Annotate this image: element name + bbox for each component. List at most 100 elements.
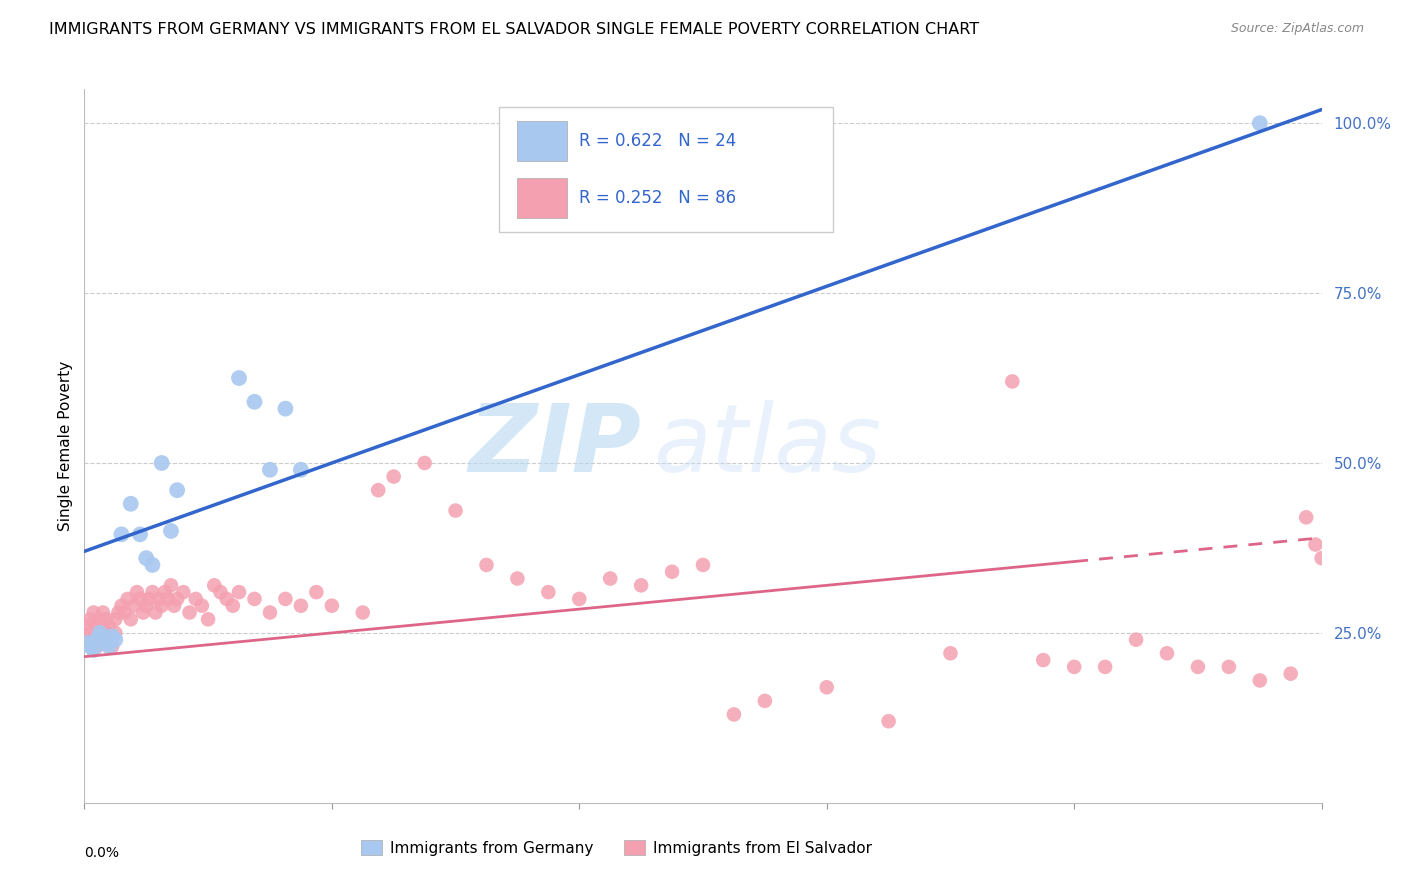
- Point: [413, 456, 436, 470]
- Point: [117, 591, 139, 606]
- Text: IMMIGRANTS FROM GERMANY VS IMMIGRANTS FROM EL SALVADOR SINGLE FEMALE POVERTY COR: IMMIGRANTS FROM GERMANY VS IMMIGRANTS FR…: [49, 22, 980, 37]
- Y-axis label: Single Female Poverty: Single Female Poverty: [58, 361, 73, 531]
- Point: [104, 612, 127, 626]
- Point: [141, 585, 163, 599]
- Point: [153, 585, 176, 599]
- Point: [215, 591, 238, 606]
- Point: [815, 680, 838, 694]
- Point: [145, 606, 167, 620]
- Text: R = 0.622   N = 24: R = 0.622 N = 24: [579, 132, 737, 150]
- Point: [1305, 537, 1327, 551]
- Point: [754, 694, 776, 708]
- Point: [166, 591, 188, 606]
- Point: [110, 527, 132, 541]
- Point: [129, 591, 152, 606]
- Point: [1094, 660, 1116, 674]
- Point: [1218, 660, 1240, 674]
- Point: [79, 640, 101, 654]
- Point: [98, 619, 121, 633]
- Point: [382, 469, 405, 483]
- Point: [290, 599, 312, 613]
- Point: [166, 483, 188, 498]
- Point: [150, 599, 173, 613]
- Point: [1249, 673, 1271, 688]
- Point: [107, 606, 129, 620]
- Point: [939, 646, 962, 660]
- Point: [1063, 660, 1085, 674]
- FancyBboxPatch shape: [499, 107, 832, 232]
- Point: [86, 640, 108, 654]
- Point: [76, 636, 98, 650]
- Text: Source: ZipAtlas.com: Source: ZipAtlas.com: [1230, 22, 1364, 36]
- Point: [114, 606, 136, 620]
- Point: [1310, 551, 1333, 566]
- Point: [94, 636, 117, 650]
- Point: [101, 629, 124, 643]
- Point: [150, 456, 173, 470]
- Point: [91, 619, 114, 633]
- Bar: [517, 178, 567, 218]
- Text: ZIP: ZIP: [468, 400, 641, 492]
- Point: [243, 591, 266, 606]
- Point: [191, 599, 214, 613]
- Point: [290, 463, 312, 477]
- Point: [506, 572, 529, 586]
- Point: [120, 497, 142, 511]
- Point: [148, 591, 170, 606]
- Point: [160, 524, 183, 538]
- Point: [120, 612, 142, 626]
- Point: [101, 640, 124, 654]
- Point: [1001, 375, 1024, 389]
- Point: [1125, 632, 1147, 647]
- Point: [163, 599, 186, 613]
- Point: [1187, 660, 1209, 674]
- Point: [98, 640, 121, 654]
- Point: [475, 558, 498, 572]
- Point: [274, 401, 297, 416]
- Point: [1279, 666, 1302, 681]
- Point: [228, 585, 250, 599]
- Point: [723, 707, 745, 722]
- Point: [367, 483, 389, 498]
- Text: 0.0%: 0.0%: [84, 846, 120, 860]
- Point: [141, 558, 163, 572]
- Point: [135, 599, 157, 613]
- Point: [184, 591, 207, 606]
- Point: [321, 599, 343, 613]
- Text: atlas: atlas: [654, 401, 882, 491]
- Point: [94, 626, 117, 640]
- Point: [129, 527, 152, 541]
- Point: [156, 591, 179, 606]
- Point: [83, 632, 105, 647]
- Legend: Immigrants from Germany, Immigrants from El Salvador: Immigrants from Germany, Immigrants from…: [361, 840, 872, 855]
- Point: [94, 612, 117, 626]
- Point: [76, 619, 98, 633]
- Point: [1032, 653, 1054, 667]
- Point: [89, 626, 111, 640]
- Point: [135, 551, 157, 566]
- Point: [89, 612, 111, 626]
- Point: [222, 599, 245, 613]
- Point: [138, 591, 160, 606]
- Point: [1295, 510, 1317, 524]
- Point: [599, 572, 621, 586]
- Point: [197, 612, 219, 626]
- Point: [630, 578, 652, 592]
- Point: [122, 599, 145, 613]
- Point: [209, 585, 232, 599]
- Text: R = 0.252   N = 86: R = 0.252 N = 86: [579, 189, 737, 207]
- Point: [86, 619, 108, 633]
- Point: [125, 585, 148, 599]
- Point: [110, 599, 132, 613]
- Point: [692, 558, 714, 572]
- Point: [89, 626, 111, 640]
- Point: [202, 578, 225, 592]
- Point: [76, 632, 98, 647]
- Point: [274, 591, 297, 606]
- Point: [79, 626, 101, 640]
- Point: [228, 371, 250, 385]
- Point: [172, 585, 194, 599]
- Point: [98, 632, 121, 647]
- Point: [83, 606, 105, 620]
- Point: [661, 565, 683, 579]
